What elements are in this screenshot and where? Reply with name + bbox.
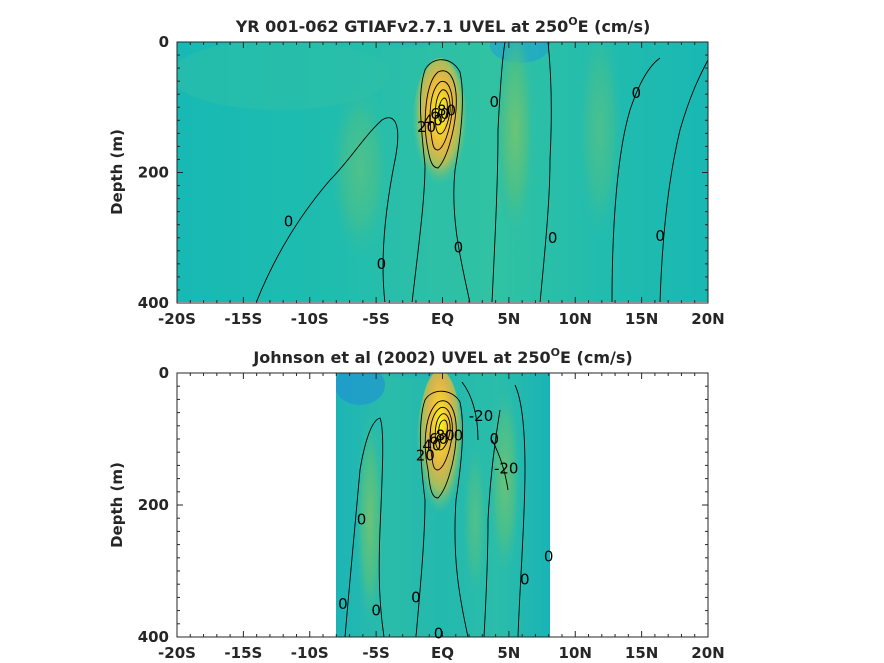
contour-label: -20 — [469, 407, 494, 425]
x-tick-label: 15N — [625, 644, 658, 662]
panel-top-title: YR 001-062 GTIAFv2.7.1 UVEL at 250OE (cm… — [235, 15, 651, 36]
y-tick-label: 400 — [138, 628, 169, 646]
x-tick-label: EQ — [431, 644, 454, 662]
x-tick-label: -10S — [291, 310, 329, 328]
contour-label: 80 — [436, 427, 455, 445]
contour-label: 0 — [357, 511, 367, 529]
x-tick-label: 5N — [497, 310, 520, 328]
contour-label: 40 — [424, 111, 443, 129]
contour-label: 0 — [338, 595, 348, 613]
contour-label: 60 — [430, 105, 449, 123]
y-tick-label: 200 — [138, 496, 169, 514]
panel-top-field — [177, 42, 708, 302]
x-tick-label: -5S — [362, 310, 389, 328]
y-tick-label: 400 — [138, 294, 169, 312]
x-tick-label: 5N — [497, 644, 520, 662]
x-tick-label: -20S — [158, 310, 196, 328]
contour-label: 0 — [284, 212, 294, 230]
x-tick-label: -15S — [224, 310, 262, 328]
x-tick-label: -20S — [158, 644, 196, 662]
contour-label: 20 — [417, 118, 436, 136]
contour-label: 0 — [632, 84, 642, 102]
y-tick-label: 0 — [159, 364, 169, 382]
contour-label: 0 — [454, 239, 464, 257]
contour-label: 0 — [489, 93, 499, 111]
x-tick-label: -5S — [362, 644, 389, 662]
contour-label: 20 — [416, 447, 435, 465]
contour-label: 0 — [655, 227, 665, 245]
x-tick-label: EQ — [431, 310, 454, 328]
contour-label: 80 — [437, 102, 456, 120]
x-tick-label: 15N — [625, 310, 658, 328]
panel-bottom-field — [336, 373, 550, 637]
contour-label: 0 — [544, 547, 554, 565]
x-tick-label: -15S — [224, 644, 262, 662]
contour-label: 0 — [411, 588, 421, 606]
x-tick-label: 10N — [559, 644, 592, 662]
x-tick-label: 20N — [691, 644, 724, 662]
panel-bottom-title: Johnson et al (2002) UVEL at 250OE (cm/s… — [252, 346, 632, 367]
y-tick-label: 0 — [159, 33, 169, 51]
x-tick-label: 20N — [691, 310, 724, 328]
x-tick-label: 10N — [559, 310, 592, 328]
contour-label: -20 — [494, 460, 519, 478]
contour-label: 40 — [422, 437, 441, 455]
contour-label: 0 — [489, 430, 499, 448]
panel-top-y-axis-label: Depth (m) — [108, 129, 126, 215]
contour-label: 0 — [520, 571, 530, 589]
panel-bottom-y-axis-label: Depth (m) — [108, 462, 126, 548]
contour-label: 0 — [371, 602, 381, 620]
contour-label: 0 — [454, 427, 464, 445]
x-tick-label: -10S — [291, 644, 329, 662]
contour-label: 0 — [377, 255, 387, 273]
contour-label: 0 — [548, 229, 558, 247]
y-tick-label: 200 — [138, 164, 169, 182]
contour-label: 60 — [429, 430, 448, 448]
contour-label: 0 — [434, 625, 444, 643]
